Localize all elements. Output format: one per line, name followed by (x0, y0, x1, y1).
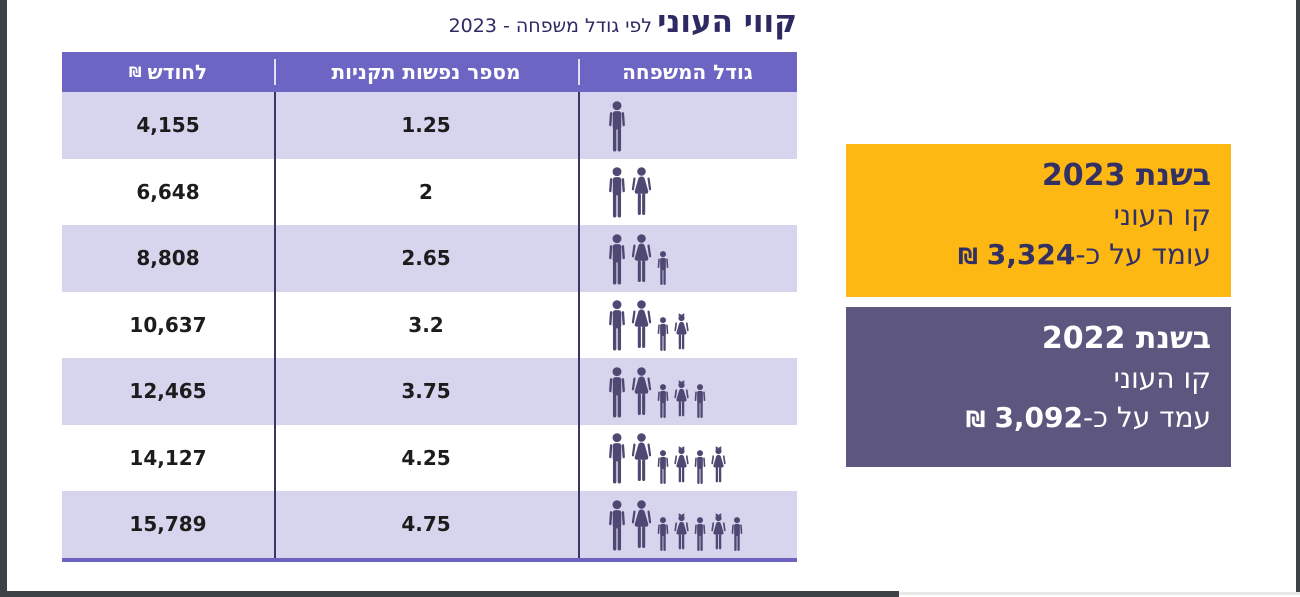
callout-2022-line2: קו העוני (1113, 362, 1211, 395)
header-column-divider (274, 59, 276, 85)
page-title-suffix: לפי גודל משפחה - 2023 (448, 15, 653, 37)
callout-2022: בשנת 2022 קו העוני עמד על כ-3,092 ₪ (846, 307, 1231, 467)
shekel-sign-icon: ₪ (958, 245, 978, 270)
per-month-label: לחודש (147, 60, 208, 84)
boy-icon (657, 251, 669, 286)
column-divider (274, 92, 276, 558)
boy-icon (731, 517, 743, 552)
girl-icon (674, 313, 689, 352)
woman-icon (631, 300, 652, 352)
amount-cell: 8,808 (136, 246, 200, 271)
persons-count-cell: 3.75 (401, 379, 451, 404)
header-nis-per-month: ₪ לחודש (62, 60, 274, 84)
family-icons-cell (578, 92, 797, 159)
persons-count-cell: 1.25 (401, 113, 451, 138)
girl-icon (674, 446, 689, 485)
window-edge-left (0, 0, 7, 597)
persons-count-cell: 2.65 (401, 246, 451, 271)
persons-count-cell: 4.75 (401, 512, 451, 537)
man-icon (608, 234, 626, 286)
woman-icon (631, 367, 652, 419)
callout-2023-year: בשנת 2023 (1041, 158, 1211, 193)
table-row: 3.75 12,465 (62, 358, 797, 425)
table-header-row: גודל המשפחה מספר נפשות תקניות ₪ לחודש (62, 52, 797, 92)
girl-icon (711, 446, 726, 485)
persons-count-cell: 2 (419, 179, 433, 204)
table-body: 1.25 4,155 2 6,648 2.65 8,808 3.2 10,637 3.75 12,… (62, 92, 797, 558)
window-edge-bottom (0, 591, 899, 597)
family-icons-cell (578, 159, 797, 226)
family-icons-cell (578, 491, 797, 558)
woman-icon (631, 433, 652, 485)
page-title-main: קווי העוני (657, 4, 797, 40)
header-family-size: גודל המשפחה (622, 60, 753, 84)
woman-icon (631, 500, 652, 552)
persons-count-cell: 3.2 (408, 312, 444, 337)
family-icons-cell (578, 225, 797, 292)
amount-cell: 4,155 (136, 113, 200, 138)
persons-count-cell: 4.25 (401, 445, 451, 470)
shekel-sign-icon: ₪ (965, 408, 986, 433)
table-row: 3.2 10,637 (62, 291, 797, 359)
man-icon (608, 300, 626, 352)
girl-icon (674, 380, 689, 419)
callout-2023-line3: עומד על כ-3,324 ₪ (856, 235, 1211, 277)
family-icons-cell (578, 292, 797, 359)
boy-icon (657, 317, 669, 352)
window-edge-right (1296, 0, 1300, 592)
amount-cell: 6,648 (136, 179, 200, 204)
header-standard-persons: מספר נפשות תקניות (331, 60, 521, 84)
callout-2023: בשנת 2023 קו העוני עומד על כ-3,324 ₪ (846, 144, 1231, 297)
table-row: 4.75 15,789 (62, 491, 797, 558)
girl-icon (674, 513, 689, 552)
header-column-divider (578, 59, 580, 85)
callout-2023-amount-prefix: עומד על כ- (1075, 238, 1211, 271)
column-divider (578, 92, 580, 558)
table-row: 1.25 4,155 (62, 92, 797, 159)
page-bottom-divider (899, 592, 1300, 595)
amount-cell: 14,127 (129, 445, 207, 470)
amount-cell: 15,789 (129, 512, 207, 537)
amount-cell: 12,465 (129, 379, 207, 404)
boy-icon (694, 384, 706, 419)
man-icon (608, 500, 626, 552)
callout-2023-amount: 3,324 (986, 238, 1076, 271)
family-icons-cell (578, 425, 797, 492)
boy-icon (657, 517, 669, 552)
table-row: 4.25 14,127 (62, 424, 797, 492)
boy-icon (694, 517, 706, 552)
callout-2022-year: בשנת 2022 (1041, 321, 1211, 356)
callout-2022-amount-prefix: עמד על כ- (1083, 401, 1211, 434)
callout-2022-amount: 3,092 (994, 401, 1084, 434)
boy-icon (657, 450, 669, 485)
table-row: 2 6,648 (62, 158, 797, 226)
woman-icon (631, 234, 652, 286)
callout-2023-line2: קו העוני (1113, 199, 1211, 232)
amount-cell: 10,637 (129, 312, 207, 337)
boy-icon (694, 450, 706, 485)
man-icon (608, 101, 626, 153)
man-icon (608, 433, 626, 485)
man-icon (608, 167, 626, 219)
man-icon (608, 367, 626, 419)
callout-2022-line3: עמד על כ-3,092 ₪ (856, 398, 1211, 440)
table-row: 2.65 8,808 (62, 225, 797, 292)
poverty-lines-table: גודל המשפחה מספר נפשות תקניות ₪ לחודש 1.… (62, 52, 797, 562)
boy-icon (657, 384, 669, 419)
family-icons-cell (578, 358, 797, 425)
girl-icon (711, 513, 726, 552)
woman-icon (631, 167, 652, 219)
shekel-sign-icon: ₪ (128, 65, 142, 81)
page-title: קווי העוני לפי גודל משפחה - 2023 (62, 4, 797, 40)
